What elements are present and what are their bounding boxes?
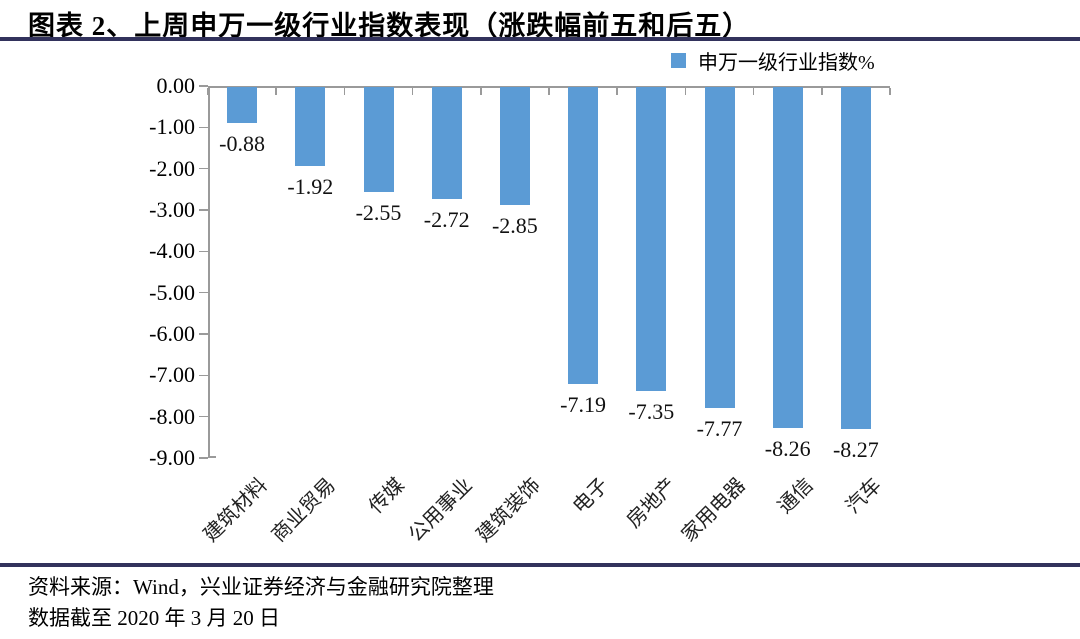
y-tick-label: -9.00 (149, 444, 195, 470)
y-tick-label: -2.00 (149, 155, 195, 181)
y-axis-line (208, 86, 210, 458)
value-label: -7.35 (628, 398, 675, 424)
x-axis-line (208, 86, 890, 88)
bar (363, 87, 394, 193)
y-tick-label: -3.00 (149, 196, 195, 222)
legend-label: 申万一级行业指数% (698, 52, 875, 74)
category-label: 传媒 (364, 474, 409, 519)
y-axis-tick (199, 291, 208, 294)
category-label: 房地产 (623, 474, 682, 533)
x-axis-tick (343, 88, 346, 95)
y-axis-tick (199, 209, 208, 211)
y-axis-end-tick (208, 456, 216, 458)
category-label: 家用电器 (677, 474, 750, 547)
y-tick-label: -6.00 (149, 320, 195, 346)
x-axis-tick (684, 88, 687, 95)
x-axis-tick (480, 88, 482, 95)
bar (772, 87, 803, 429)
category-label: 公用事业 (404, 474, 477, 547)
bar (295, 87, 326, 167)
y-tick-label: 0.00 (156, 73, 196, 98)
y-axis-tick (199, 85, 208, 87)
x-axis-tick (411, 88, 414, 95)
category-label: 建筑材料 (199, 474, 272, 547)
x-axis-tick (889, 88, 891, 95)
bar (704, 87, 735, 409)
bar-chart-plot: 0.00 -1.00 -2.00 -3.00 -4.00 -5.00 -6.00 -7.00 -… (149, 73, 891, 547)
figure-title: 图表 2、上周申万一级行业指数表现（涨跌幅前五和后五） (28, 11, 751, 41)
footer-divider (0, 563, 1080, 567)
y-axis-tick (199, 250, 208, 253)
y-tick-label: -8.00 (149, 403, 195, 429)
x-axis-tick (548, 88, 550, 95)
value-label: -8.27 (832, 436, 879, 462)
y-tick-label: -1.00 (149, 114, 195, 140)
y-axis-tick (199, 415, 208, 418)
y-axis-tick (199, 126, 208, 129)
title-divider (0, 37, 1080, 41)
bar (840, 87, 871, 429)
category-label: 建筑装饰 (472, 474, 545, 547)
y-axis-tick (199, 167, 208, 170)
bar (431, 87, 462, 200)
y-tick-label: -5.00 (149, 279, 195, 305)
bar (636, 87, 667, 391)
y-tick-label: -7.00 (149, 362, 195, 388)
value-label: -7.19 (560, 392, 606, 418)
value-label: -2.72 (423, 207, 470, 233)
x-axis-tick (616, 88, 618, 95)
legend-swatch-icon (671, 53, 686, 68)
x-axis-tick (207, 88, 209, 95)
value-label: -0.88 (219, 131, 265, 157)
value-label: -8.26 (764, 436, 811, 462)
category-label: 电子 (569, 474, 613, 519)
x-axis-tick (275, 88, 277, 95)
bar (568, 87, 599, 385)
y-axis-tick (199, 374, 208, 377)
value-label: -2.55 (355, 200, 402, 226)
category-label: 汽车 (841, 474, 886, 519)
bar (499, 87, 530, 205)
value-label: -1.92 (287, 174, 334, 200)
source-note: 资料来源：Wind，兴业证券经济与金融研究院整理 (28, 575, 494, 599)
value-label: -7.77 (696, 416, 743, 442)
value-label: -2.85 (491, 212, 538, 238)
date-note: 数据截至 2020 年 3 月 20 日 (28, 606, 280, 630)
category-label: 商业贸易 (267, 474, 341, 547)
x-axis-tick (821, 88, 823, 95)
chart-legend: 申万一级行业指数% (671, 46, 875, 75)
y-axis-tick (199, 457, 208, 459)
y-axis-tick (199, 333, 208, 335)
y-tick-label: -4.00 (149, 238, 195, 264)
category-label: 通信 (773, 474, 818, 519)
bar (227, 87, 258, 124)
x-axis-tick (752, 88, 755, 95)
